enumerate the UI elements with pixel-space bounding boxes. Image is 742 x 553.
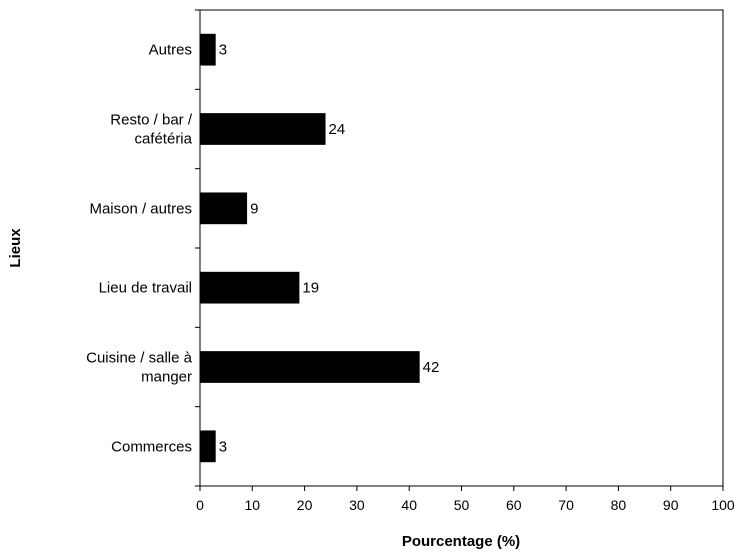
x-tick-label: 70 bbox=[558, 497, 574, 513]
data-labels-group: 3 24 9 19 42 3 bbox=[219, 42, 440, 456]
category-label: Commerces bbox=[111, 438, 192, 455]
bars-group bbox=[200, 33, 420, 463]
x-tick-label: 20 bbox=[297, 497, 313, 513]
category-label: Autres bbox=[149, 42, 192, 59]
x-tick-label: 30 bbox=[349, 497, 365, 513]
bar bbox=[200, 192, 248, 225]
x-tick-label: 100 bbox=[711, 497, 735, 513]
x-tick-label: 90 bbox=[663, 497, 679, 513]
x-axis-title: Pourcentage (%) bbox=[402, 533, 520, 550]
x-axis-ticks: 0 10 20 30 40 50 60 70 80 90 100 bbox=[196, 486, 735, 513]
bar bbox=[200, 113, 326, 145]
category-label: cafétéria bbox=[134, 131, 192, 148]
category-label: Maison / autres bbox=[89, 200, 192, 217]
x-tick-label: 0 bbox=[196, 497, 204, 513]
category-labels-group: Autres Resto / bar / cafétéria Maison / aut… bbox=[86, 42, 193, 456]
bar-value-label: 3 bbox=[219, 42, 227, 59]
x-tick-label: 80 bbox=[611, 497, 627, 513]
x-tick-label: 10 bbox=[245, 497, 261, 513]
bar bbox=[200, 351, 420, 383]
bar bbox=[200, 33, 216, 66]
bar-value-label: 42 bbox=[423, 359, 440, 376]
y-axis-ticks bbox=[195, 9, 200, 487]
y-axis-title: Lieux bbox=[7, 228, 24, 268]
bar bbox=[200, 271, 300, 304]
x-tick-label: 60 bbox=[506, 497, 522, 513]
plot-area-frame bbox=[199, 9, 724, 487]
category-label: manger bbox=[141, 369, 192, 386]
category-label: Lieu de travail bbox=[99, 280, 192, 297]
bar bbox=[200, 430, 216, 463]
bar-value-label: 3 bbox=[219, 438, 227, 455]
bar-value-label: 19 bbox=[302, 280, 319, 297]
x-tick-label: 50 bbox=[454, 497, 470, 513]
bar-value-label: 9 bbox=[250, 200, 258, 217]
x-tick-label: 40 bbox=[401, 497, 417, 513]
bar-value-label: 24 bbox=[329, 121, 346, 138]
category-label: Cuisine / salle à bbox=[86, 350, 193, 367]
category-label: Resto / bar / bbox=[110, 112, 193, 129]
